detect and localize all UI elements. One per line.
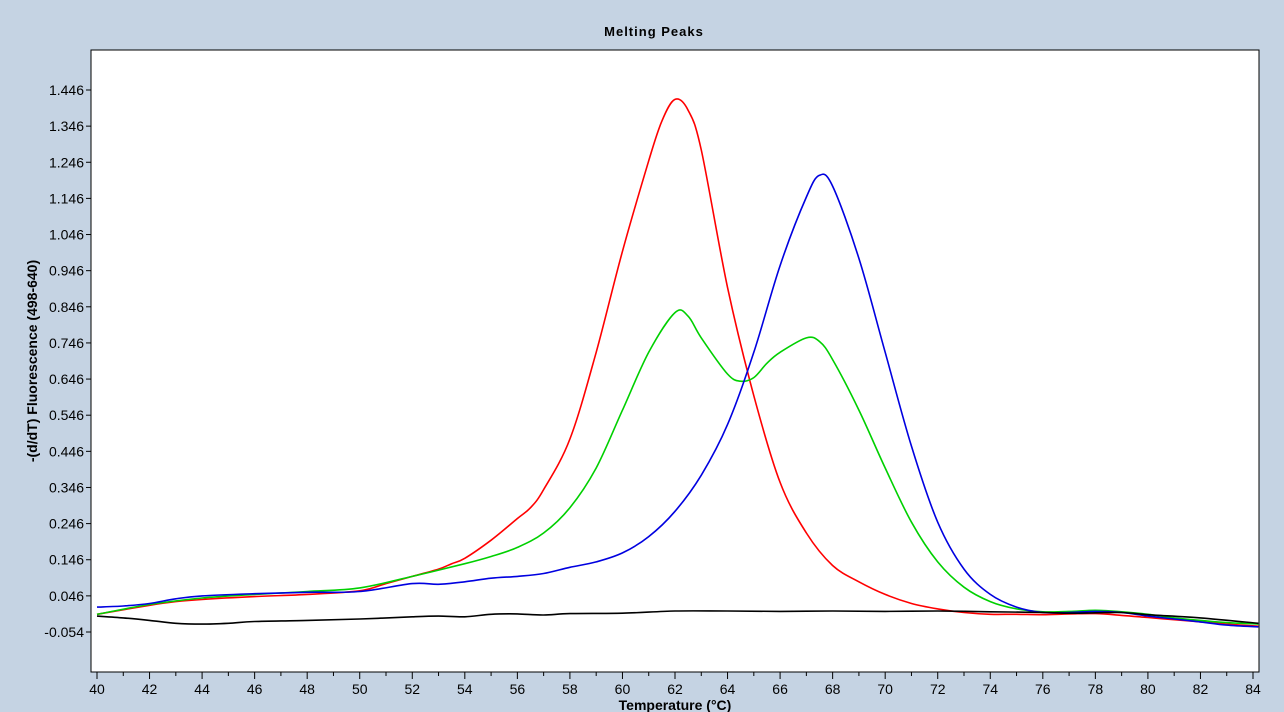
y-tick-label: 1.146 [49, 190, 84, 206]
x-tick-label: 74 [982, 681, 998, 697]
x-axis-label: Temperature (°C) [619, 697, 732, 712]
y-tick-label: 0.346 [49, 479, 84, 495]
y-tick-label: 0.846 [49, 299, 84, 315]
x-tick-label: 62 [667, 681, 683, 697]
x-axis: 40 42 44 46 48 50 52 54 56 58 60 62 64 66 68 70 72 74 76 78… [89, 672, 1261, 697]
x-tick-label: 50 [352, 681, 368, 697]
x-tick-label: 52 [404, 681, 420, 697]
y-tick-label: 1.446 [49, 82, 84, 98]
y-tick-label: -0.054 [44, 624, 84, 640]
series-layer [96, 98, 1259, 628]
x-tick-label: 68 [825, 681, 841, 697]
x-tick-label: 46 [247, 681, 263, 697]
x-tick-label: 54 [457, 681, 473, 697]
y-tick-label: 0.646 [49, 371, 84, 387]
series-line-2 [96, 309, 1259, 625]
y-tick-label: 0.146 [49, 552, 84, 568]
y-tick-label: 1.246 [49, 154, 84, 170]
y-tick-label: 0.746 [49, 335, 84, 351]
x-tick-label: 82 [1193, 681, 1209, 697]
x-tick-label: 60 [615, 681, 631, 697]
y-axis: -0.054 0.046 0.146 0.246 0.346 0.446 0.546 0.64… [44, 82, 91, 640]
x-tick-label: 76 [1035, 681, 1051, 697]
plot-area [90, 49, 1260, 673]
y-axis-label: -(d/dT) Fluorescence (498-640) [24, 260, 40, 462]
x-tick-label: 80 [1140, 681, 1156, 697]
x-tick-label: 48 [299, 681, 315, 697]
series-line-4 [96, 610, 1259, 625]
x-tick-label: 42 [142, 681, 158, 697]
x-tick-label: 70 [877, 681, 893, 697]
x-tick-label: 84 [1245, 681, 1261, 697]
x-tick-label: 66 [772, 681, 788, 697]
y-tick-label: 0.246 [49, 516, 84, 532]
x-tick-label: 78 [1088, 681, 1104, 697]
x-tick-label: 58 [562, 681, 578, 697]
x-tick-label: 44 [194, 681, 210, 697]
x-tick-label: 56 [510, 681, 526, 697]
x-tick-label: 40 [89, 681, 105, 697]
y-tick-label: 0.946 [49, 263, 84, 279]
chart-title: Melting Peaks [604, 24, 704, 39]
y-tick-label: 0.046 [49, 588, 84, 604]
y-tick-label: 1.346 [49, 118, 84, 134]
x-tick-label: 64 [720, 681, 736, 697]
y-tick-label: 0.546 [49, 407, 84, 423]
y-tick-label: 1.046 [49, 227, 84, 243]
x-tick-label: 72 [930, 681, 946, 697]
y-tick-label: 0.446 [49, 443, 84, 459]
